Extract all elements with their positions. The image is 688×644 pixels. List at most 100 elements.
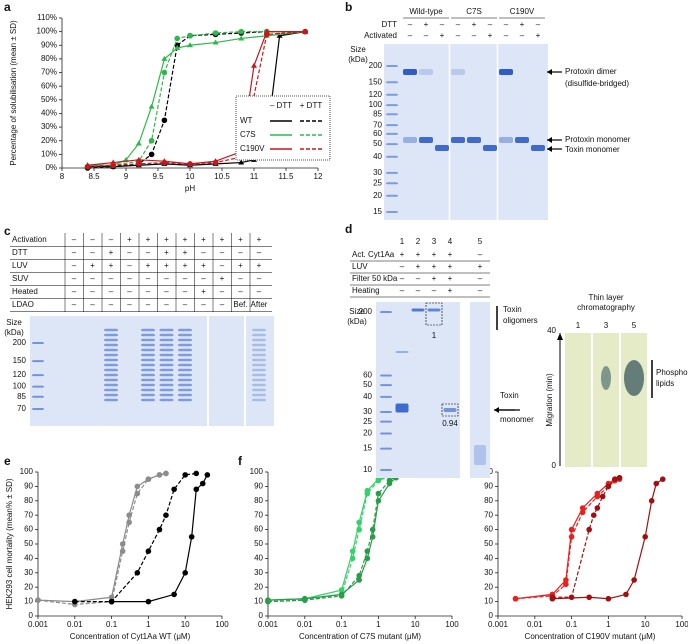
marker xyxy=(84,163,91,170)
gel-band xyxy=(104,398,118,402)
marker xyxy=(375,477,382,484)
table-cell: – xyxy=(127,261,132,270)
row-label: Activation xyxy=(12,235,47,244)
table-cell: – xyxy=(472,31,477,40)
gel-band xyxy=(178,328,192,332)
marker xyxy=(238,28,244,35)
marker xyxy=(212,39,219,45)
table-cell: – xyxy=(536,20,541,29)
gel-band xyxy=(104,363,118,367)
gel-band xyxy=(380,447,392,450)
table-cell: – xyxy=(109,274,114,283)
marker xyxy=(568,594,575,601)
gel-band xyxy=(141,388,155,392)
gel-band xyxy=(386,194,398,197)
gel-band xyxy=(252,398,266,402)
table-cell: – xyxy=(164,274,169,283)
gel-band xyxy=(178,398,192,402)
ladder-label: 15 xyxy=(373,207,382,216)
marker xyxy=(364,490,371,497)
arrow-head xyxy=(547,137,552,143)
x-tick-label: 0.01 xyxy=(527,620,543,629)
gel-band xyxy=(451,137,465,143)
table-cell: + xyxy=(520,20,525,29)
marker xyxy=(148,151,155,158)
marker xyxy=(187,42,193,48)
lane-number: 4 xyxy=(448,237,453,246)
gel-band xyxy=(427,308,441,312)
lane-number: 1 xyxy=(576,321,581,330)
y-tick-label: 80 xyxy=(254,496,263,505)
table-cell: – xyxy=(72,287,77,296)
y-tick-label: 80% xyxy=(41,54,57,63)
gel-band xyxy=(159,363,174,367)
ladder-label: 150 xyxy=(369,77,383,86)
y-tick-label: 60 xyxy=(254,525,263,534)
annotation: Protoxin dimer xyxy=(565,67,617,76)
gel-band xyxy=(178,343,192,347)
gel-band xyxy=(32,385,44,388)
table-cell: – xyxy=(478,286,483,295)
gel-band xyxy=(104,328,118,332)
gel-band xyxy=(380,384,392,387)
x-tick-label: 100 xyxy=(215,620,229,629)
gel-band xyxy=(386,65,398,67)
x-tick-label: 0.001 xyxy=(28,620,49,629)
ladder-label: 50 xyxy=(363,380,372,389)
table-cell: + xyxy=(127,235,132,244)
table-cell: + xyxy=(164,235,169,244)
arrow-head xyxy=(557,333,563,340)
marker xyxy=(356,526,362,533)
y-tick-label: 50% xyxy=(41,95,57,104)
marker xyxy=(156,526,163,533)
marker xyxy=(264,31,270,38)
y-tick-label: 70 xyxy=(484,510,493,519)
y-tick-label: 60% xyxy=(41,81,57,90)
marker xyxy=(356,577,362,583)
y-tick-label: 10 xyxy=(254,597,263,606)
table-cell: + xyxy=(109,261,114,270)
gel-band xyxy=(386,211,398,213)
y-axis-label: Percentage of solubilisation (mean ± SD) xyxy=(9,20,18,166)
table-cell: – xyxy=(72,235,77,244)
marker xyxy=(369,526,376,533)
panel-label: c xyxy=(4,224,11,238)
marker xyxy=(612,476,618,483)
tlc-strip xyxy=(593,333,619,467)
y-tick-label: 40 xyxy=(484,554,493,563)
marker xyxy=(605,595,612,602)
gel-band xyxy=(395,351,409,353)
gel-band xyxy=(467,137,481,143)
y-tick-label: 20 xyxy=(484,582,493,591)
gel-band xyxy=(252,363,266,367)
x-axis-label: Concentration of C7S mutant (μM) xyxy=(299,632,421,641)
table-cell: – xyxy=(408,31,413,40)
x-tick-label: 1 xyxy=(146,620,151,629)
gel-band xyxy=(141,328,155,332)
gel-band xyxy=(141,363,155,367)
y-tick-label: 40% xyxy=(41,109,57,118)
gel-band xyxy=(419,137,433,143)
table-cell: – xyxy=(238,248,243,257)
gel-band xyxy=(380,411,392,414)
marker xyxy=(182,570,188,576)
marker xyxy=(110,162,116,169)
annotation: Toxin xyxy=(503,305,522,314)
table-cell: + xyxy=(448,274,453,283)
table-cell: – xyxy=(400,274,405,283)
marker xyxy=(563,581,569,588)
marker xyxy=(653,480,660,487)
marker xyxy=(568,526,575,533)
gel-band xyxy=(386,143,398,146)
gel-band xyxy=(252,333,266,337)
gel-band xyxy=(178,388,192,392)
tlc-title: Thin layer xyxy=(588,293,623,302)
gel-band xyxy=(178,338,192,342)
ladder-label: 200 xyxy=(369,61,383,70)
table-cell: – xyxy=(183,287,188,296)
x-tick-label: 9.5 xyxy=(152,172,164,181)
y-tick-label: 0 xyxy=(489,611,494,620)
table-cell: – xyxy=(456,20,461,29)
gel-band xyxy=(252,348,266,352)
